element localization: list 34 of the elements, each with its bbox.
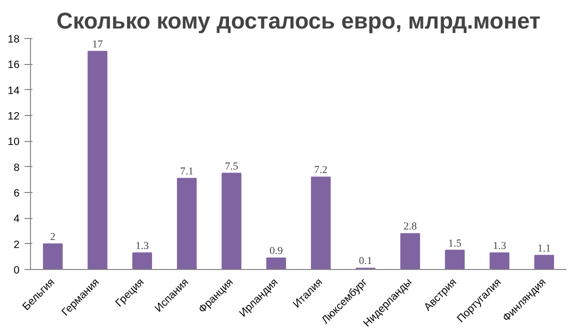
bar	[42, 243, 63, 270]
data-label: 0.9	[270, 246, 283, 257]
data-label: 7.5	[224, 161, 238, 172]
y-tick-label: 6	[14, 188, 20, 200]
bar	[534, 254, 554, 270]
bar	[400, 233, 420, 270]
y-tick-label: 10	[8, 136, 20, 148]
data-label: 1.5	[448, 238, 462, 250]
y-tick-label: 14	[8, 84, 20, 97]
data-label: 1.1	[538, 243, 551, 254]
bar	[88, 50, 108, 270]
data-label: 0.1	[358, 256, 372, 268]
data-label: 7.1	[180, 166, 194, 178]
y-tick-label: 12	[8, 110, 20, 122]
data-label: 7.2	[314, 165, 328, 176]
bar	[132, 252, 152, 270]
y-tick-label: 0	[14, 264, 20, 276]
data-label: 1.3	[136, 240, 149, 252]
y-tick-label: 18	[8, 34, 20, 46]
data-label: 17	[92, 39, 104, 50]
bar	[444, 250, 465, 270]
bar	[310, 176, 331, 270]
bar	[266, 257, 286, 270]
data-label: 2	[50, 232, 56, 243]
y-tick-label: 2	[14, 238, 20, 251]
data-label: 1.3	[492, 240, 506, 252]
bar	[222, 172, 242, 270]
bar	[176, 178, 197, 270]
y-tick-label: 8	[14, 162, 20, 174]
y-tick-label: 16	[8, 59, 20, 72]
bar	[490, 252, 510, 270]
data-label: 2.8	[404, 222, 417, 233]
y-tick-label: 4	[14, 213, 20, 226]
chart-title: Сколько кому досталось евро, млрд.монет	[56, 8, 541, 34]
